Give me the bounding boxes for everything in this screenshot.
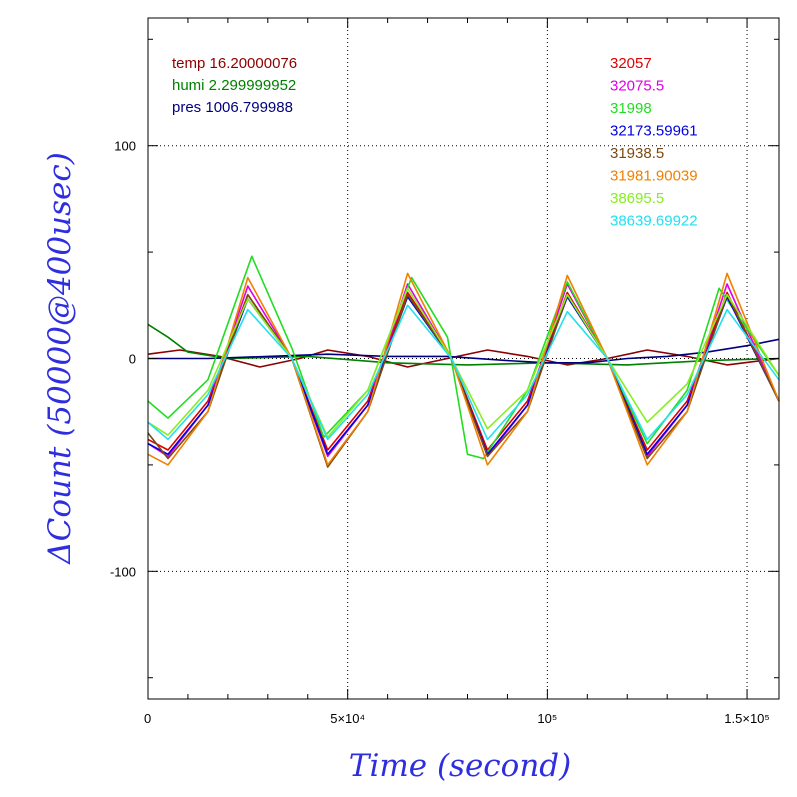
legend-entry: temp 16.20000076 [172,55,297,72]
series-line-11 [147,304,780,441]
y-axis-title: ΔCount (50000@400usec) [42,152,78,565]
grid [148,18,779,699]
series-line-3 [148,338,780,364]
legend-entry: 38639.69922 [610,213,698,230]
legend-entry: pres 1006.799988 [172,99,293,116]
legend-right: 32057 32075.5 31998 32173.59961 31938.5 31981… [610,55,698,230]
legend-entry: 31938.5 [610,145,664,162]
x-tick-label: 5×10⁴ [330,711,365,726]
legend-entry: 32173.59961 [610,123,698,140]
legend-entry: 31998 [610,100,652,117]
y-tick-label: 0 [129,352,136,367]
x-tick-label: 10⁵ [537,711,557,726]
series-line-1 [147,349,780,368]
x-tick-label: 0 [144,711,151,726]
x-tick-label: 1.5×10⁵ [724,711,770,726]
series-lines [147,255,780,468]
y-tick-label: 100 [114,139,136,154]
x-axis-title: Time (second) [349,748,571,784]
legend-entry: 32075.5 [610,78,664,95]
y-tick-label: -100 [110,564,136,579]
legend-entry: 38695.5 [610,190,664,207]
legend-entry: 32057 [610,55,652,72]
legend-entry: 31981.90039 [610,168,698,185]
legend-left: temp 16.20000076 humi 2.299999952 pres 100… [172,55,297,116]
legend-entry: humi 2.299999952 [172,77,296,94]
series-line-6 [147,255,780,460]
ticks: 0 5×10⁴ 10⁵ 1.5×10⁵ 100 0 -100 [110,18,779,726]
series-line-2 [147,323,780,366]
